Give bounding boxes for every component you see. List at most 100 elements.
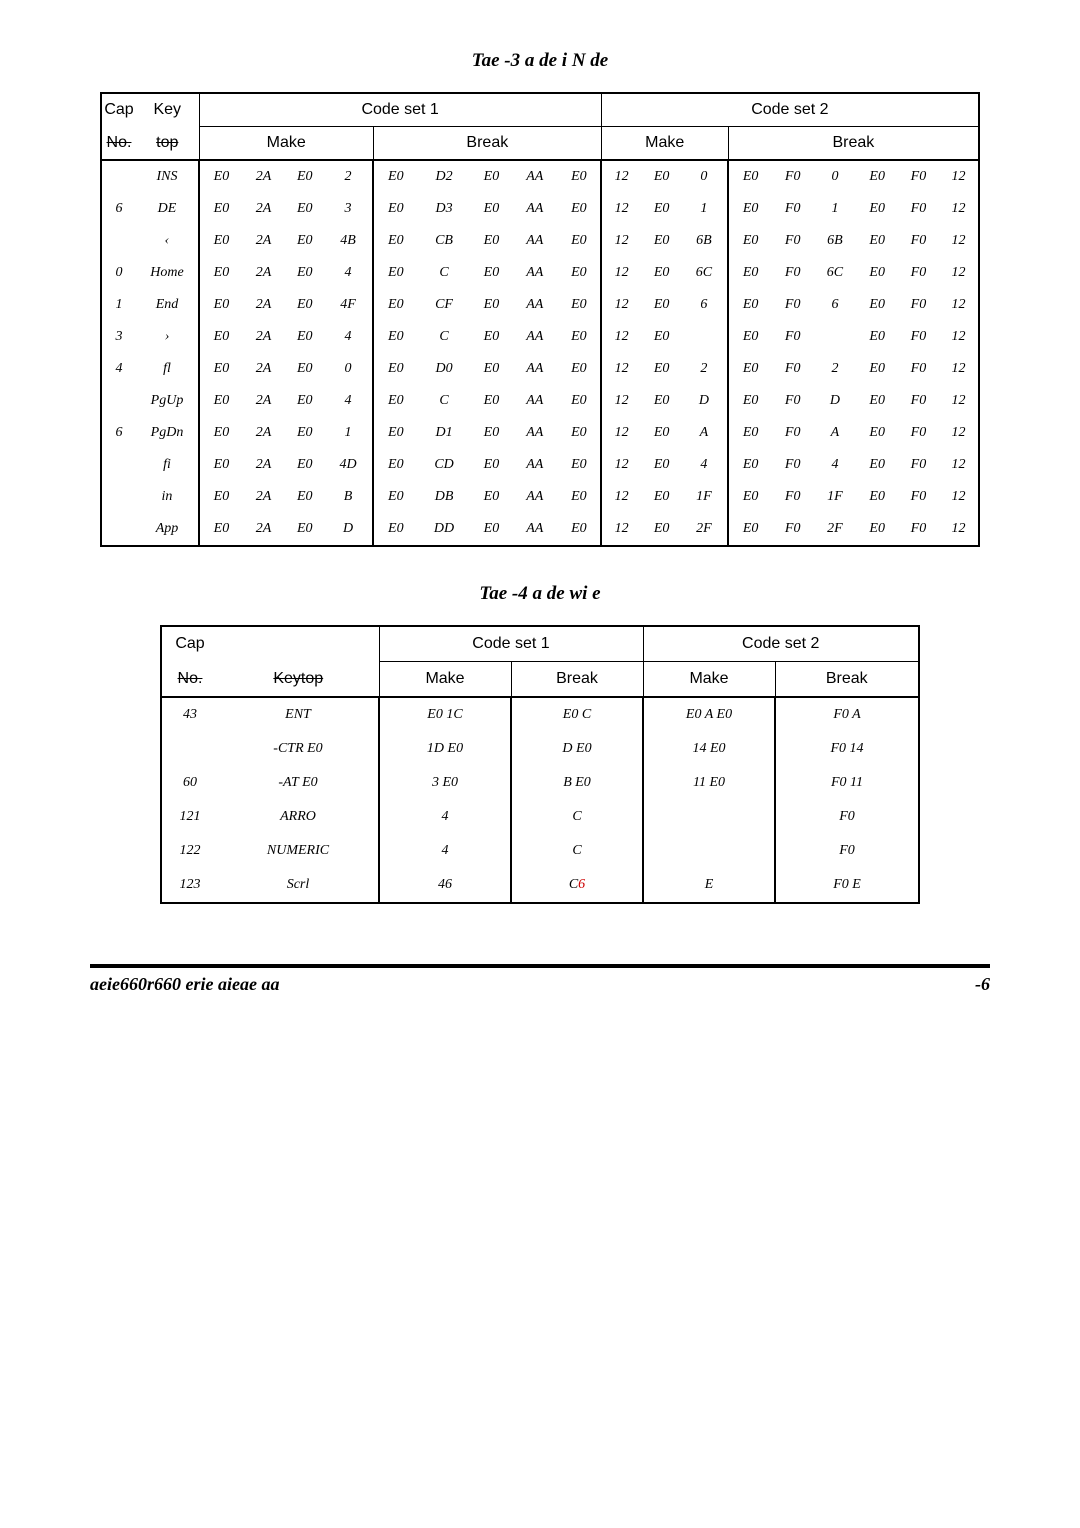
code-cell: F0 [775,800,919,834]
t2-hdr-break1: Break [511,662,643,698]
code-cell: E0 [471,481,512,513]
code-cell: F0 [898,321,939,353]
code-cell: E0 [641,257,682,289]
code-cell: E0 [728,193,772,225]
code-cell: 6B [813,225,856,257]
code-cell: E0 [471,160,512,193]
code-cell: E0 [199,160,243,193]
key-cell: › [136,321,199,353]
code-cell: CD [417,449,471,481]
code-cell: E0 [373,385,417,417]
code-cell: 0 [682,160,725,193]
code-cell: AA [512,257,557,289]
code-cell: D0 [417,353,471,385]
code-cell: AA [512,321,557,353]
code-cell: 2 [682,353,725,385]
code-cell: E0 [284,160,325,193]
code-cell: E0 [284,321,325,353]
t2-hdr-set2: Code set 2 [643,626,919,662]
code-cell: E0 [199,353,243,385]
code-cell: B E0 [511,766,643,800]
code-cell: E0 [857,257,898,289]
code-cell: E0 [857,417,898,449]
code-cell [643,800,775,834]
code-cell: E0 [728,225,772,257]
code-cell: 46 [379,868,511,903]
t2-hdr-make1: Make [379,662,511,698]
key-cell: ENT [218,697,379,732]
code-cell: AA [512,449,557,481]
code-cell: 4 [813,449,856,481]
code-cell: E0 [471,417,512,449]
code-cell: F0 [772,160,813,193]
code-cell: E0 [199,321,243,353]
code-cell: E0 [557,481,601,513]
code-cell: E0 [857,481,898,513]
code-cell: E0 [284,449,325,481]
code-cell: E0 [641,353,682,385]
code-cell: D [813,385,856,417]
code-cell: 12 [601,385,641,417]
code-cell: E0 [284,417,325,449]
code-cell: 0 [813,160,856,193]
code-cell: E0 [641,225,682,257]
code-cell: F0 [898,417,939,449]
t2-hdr-break2: Break [775,662,919,698]
hdr-make2: Make [601,127,728,161]
code-cell: 2 [325,160,370,193]
code-cell: E0 [728,160,772,193]
code-cell: CB [417,225,471,257]
code-cell: 12 [601,289,641,321]
code-cell: 12 [939,513,979,546]
cap-cell: 0 [101,257,136,289]
code-cell: E0 [557,225,601,257]
code-cell: 12 [601,257,641,289]
code-cell: E0 [471,385,512,417]
cap-cell [101,225,136,257]
key-cell: DE [136,193,199,225]
cap-cell [101,385,136,417]
code-cell: F0 A [775,697,919,732]
code-cell: E0 [728,257,772,289]
key-cell: ‹ [136,225,199,257]
code-cell: F0 [772,257,813,289]
code-cell: F0 [898,193,939,225]
code-cell: E0 [284,513,325,546]
code-cell: F0 [772,417,813,449]
table1: Cap Key Code set 1 Code set 2 No. top Ma… [100,92,980,547]
code-cell: 12 [601,321,641,353]
code-cell: 4D [325,449,370,481]
code-cell: E0 [373,353,417,385]
code-cell: 1D E0 [379,732,511,766]
code-cell: E0 [373,513,417,546]
code-cell: 2A [243,257,284,289]
code-cell: 2A [243,353,284,385]
code-cell: E0 [373,225,417,257]
code-cell: F0 [772,385,813,417]
code-cell: E0 [857,449,898,481]
hdr-make1: Make [199,127,373,161]
code-cell: 6 [682,289,725,321]
cap-cell: 43 [161,697,218,732]
cap-cell: 3 [101,321,136,353]
code-cell: 6 [813,289,856,321]
code-cell: E0 [728,385,772,417]
code-cell: E0 [373,289,417,321]
code-cell: F0 [772,225,813,257]
key-cell: PgUp [136,385,199,417]
cap-cell [101,481,136,513]
code-cell: E0 [557,417,601,449]
code-cell: E0 [199,481,243,513]
cap-cell: 6 [101,417,136,449]
cap-cell [161,732,218,766]
key-cell: -AT E0 [218,766,379,800]
code-cell: DB [417,481,471,513]
code-cell: 12 [601,449,641,481]
code-cell: 12 [601,417,641,449]
code-cell: 12 [939,257,979,289]
code-cell: E0 [641,417,682,449]
key-cell: End [136,289,199,321]
code-cell: 3 [325,193,370,225]
code-cell: 4 [379,800,511,834]
cap-cell [101,449,136,481]
